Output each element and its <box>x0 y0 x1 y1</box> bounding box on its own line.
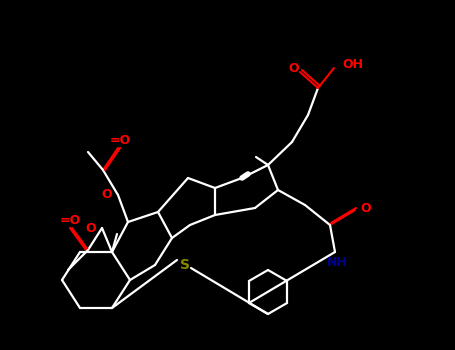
Text: NH: NH <box>327 256 347 268</box>
Text: OH: OH <box>342 58 363 71</box>
Text: O: O <box>360 202 371 215</box>
Text: =O: =O <box>109 133 131 147</box>
Text: S: S <box>180 258 190 272</box>
Text: O: O <box>101 189 112 202</box>
Text: =O: =O <box>59 214 81 226</box>
Text: O: O <box>288 62 299 75</box>
Text: O: O <box>86 222 96 235</box>
